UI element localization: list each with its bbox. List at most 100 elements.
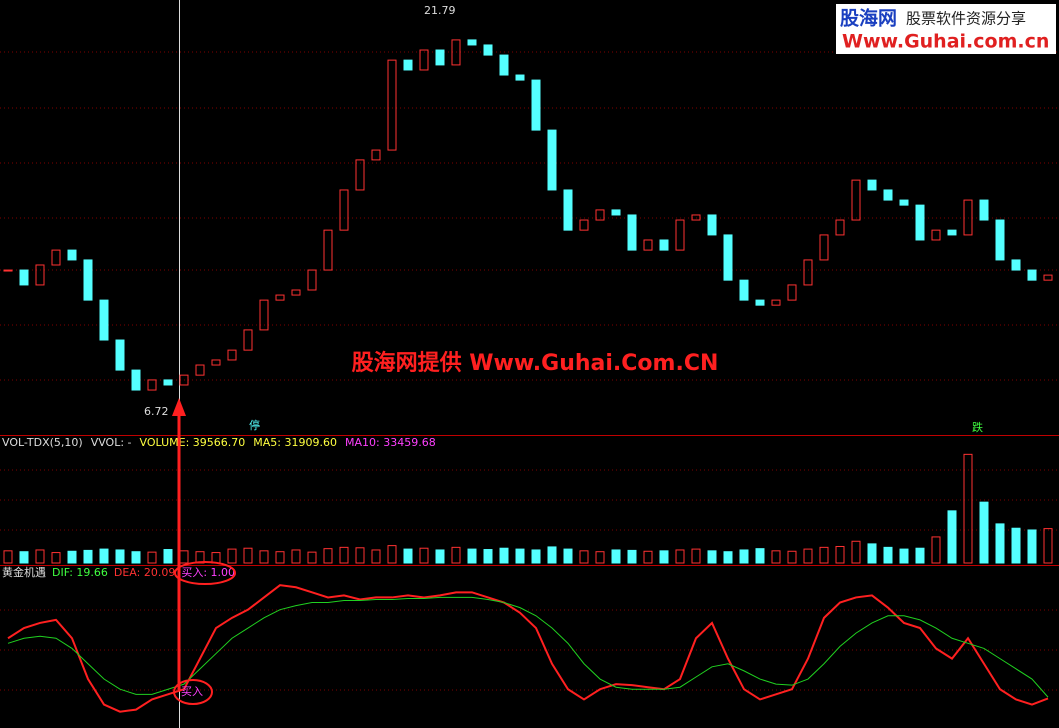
volume-bar	[851, 540, 861, 564]
candle	[691, 214, 701, 221]
volume-bar	[291, 549, 301, 564]
candle	[547, 129, 557, 191]
candle	[963, 199, 973, 236]
volume-bar	[915, 547, 925, 564]
candle	[115, 339, 125, 371]
candle	[739, 279, 749, 301]
candle	[435, 49, 445, 66]
volume-bar	[419, 547, 429, 564]
candle	[19, 269, 29, 286]
candle	[771, 299, 781, 306]
high-label: 21.79	[424, 4, 456, 17]
volume-bar	[707, 550, 717, 564]
buy-label: 买入	[181, 685, 203, 698]
logo-url: Www.Guhai.com.cn	[842, 31, 1049, 53]
candle	[1027, 269, 1037, 281]
candle	[675, 219, 685, 251]
legend-text: VOL-TDX(5,10)	[2, 436, 83, 449]
candle	[451, 39, 461, 66]
candle	[611, 209, 621, 216]
candle	[947, 229, 957, 236]
volume-bar	[275, 551, 285, 564]
volume-bar	[803, 548, 813, 564]
candle	[787, 284, 797, 301]
candle	[643, 239, 653, 251]
arrow-head	[172, 398, 186, 416]
legend-text: MA5: 31909.60	[253, 436, 337, 449]
highlight-ring	[174, 561, 236, 585]
volume-bar	[163, 549, 173, 564]
candle	[819, 234, 829, 261]
legend-text: VOLUME: 39566.70	[140, 436, 246, 449]
plots: 21.79 6.72 停 跌 VOL-TDX(5,10) VVOL: - VOLUME: 3…	[2, 4, 1053, 713]
volume-bar	[403, 548, 413, 564]
volume-bar	[243, 547, 253, 564]
candle	[147, 379, 157, 391]
logo-name: 股海网	[840, 7, 897, 30]
volume-bar	[467, 548, 477, 564]
volume-bar	[19, 551, 29, 564]
volume-bar	[387, 545, 397, 564]
candle	[67, 249, 77, 261]
volume-bar	[835, 545, 845, 564]
candle	[915, 204, 925, 241]
volume-bar	[643, 550, 653, 564]
candle	[51, 249, 61, 266]
candle	[579, 219, 589, 231]
candle	[515, 74, 525, 81]
line	[7, 596, 1049, 698]
candle	[179, 374, 189, 386]
candle	[563, 189, 573, 231]
candle	[995, 219, 1005, 261]
marker: 停	[249, 418, 260, 432]
candle	[851, 179, 861, 221]
legend-text: DEA: 20.09	[114, 566, 175, 579]
volume-bar	[563, 548, 573, 564]
volume-bar	[883, 546, 893, 564]
legend-text: VVOL: -	[91, 436, 132, 449]
candle	[35, 264, 45, 286]
volume-bar	[371, 549, 381, 564]
legend-text: 买入: 1.00	[181, 566, 235, 579]
volume-bar	[931, 536, 941, 564]
volume-bar	[307, 551, 317, 564]
candle	[499, 54, 509, 76]
volume-bar	[499, 547, 509, 564]
candle	[531, 79, 541, 131]
candle	[883, 189, 893, 201]
volume-bar	[435, 549, 445, 564]
candle	[275, 294, 285, 301]
volume-bar	[739, 549, 749, 564]
candle	[259, 299, 269, 331]
line	[7, 584, 1049, 713]
low-label: 6.72	[144, 405, 169, 418]
volume-bar	[819, 546, 829, 564]
candle	[387, 59, 397, 151]
volume-bar	[675, 549, 685, 564]
volume-bar	[1011, 527, 1021, 564]
candle	[803, 259, 813, 286]
candle	[867, 179, 877, 191]
volume-bar	[35, 549, 45, 564]
logo-slogan: 股票软件资源分享	[906, 10, 1026, 28]
volume-bar	[963, 453, 973, 564]
candle	[419, 49, 429, 71]
legend-text: 黄金机遇	[2, 565, 46, 579]
candle	[211, 359, 221, 366]
candle	[163, 379, 173, 386]
volume-bar	[131, 551, 141, 564]
candle	[83, 259, 93, 301]
candle	[899, 199, 909, 206]
volume-bar	[755, 548, 765, 564]
candle	[723, 234, 733, 281]
volume-bar	[339, 546, 349, 564]
volume-bar	[531, 549, 541, 564]
volume-bar	[67, 550, 77, 564]
volume-bar	[659, 550, 669, 564]
candle	[99, 299, 109, 341]
volume-bar	[451, 546, 461, 564]
volume-bar	[787, 550, 797, 564]
marker: 跌	[972, 420, 983, 434]
legend-text: DIF: 19.66	[52, 566, 108, 579]
